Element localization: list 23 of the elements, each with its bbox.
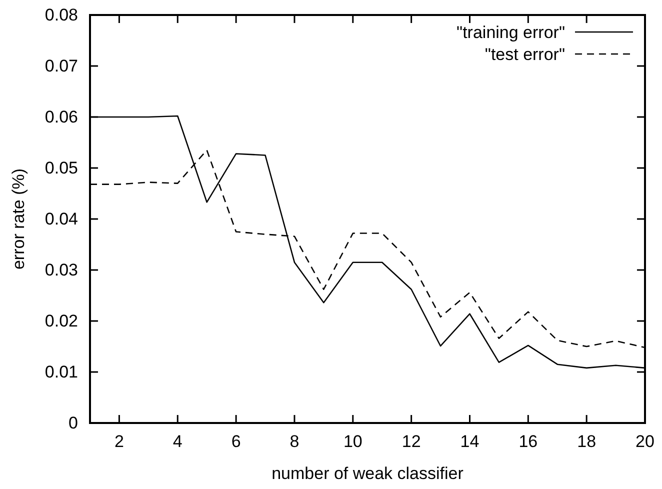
y-tick-label: 0.03 [44,260,78,280]
y-tick-label: 0.07 [44,56,78,76]
legend-label: "training error" [456,23,565,42]
y-tick-label: 0.08 [44,5,78,24]
x-tick-label: 14 [460,432,480,452]
x-tick-label: 16 [518,432,538,452]
x-tick-label: 10 [343,432,362,452]
x-tick-label: 8 [290,432,300,452]
x-tick-label: 4 [172,432,182,452]
y-tick-label: 0.05 [44,158,78,178]
x-tick-label: 20 [636,432,654,452]
y-tick-label: 0.04 [44,209,78,228]
y-axis-title: error rate (%) [9,168,28,270]
legend-label: "test error" [484,45,565,64]
x-tick-label: 2 [114,432,124,452]
y-tick-label: 0.06 [44,107,78,126]
x-tick-label: 12 [402,432,421,452]
y-tick-label: 0.01 [44,362,78,382]
x-tick-label: 6 [231,432,241,452]
y-tick-label: 0 [68,413,78,432]
x-axis-title: number of weak classifier [272,464,464,483]
x-tick-label: 18 [577,432,596,452]
y-tick-label: 0.02 [44,311,78,330]
